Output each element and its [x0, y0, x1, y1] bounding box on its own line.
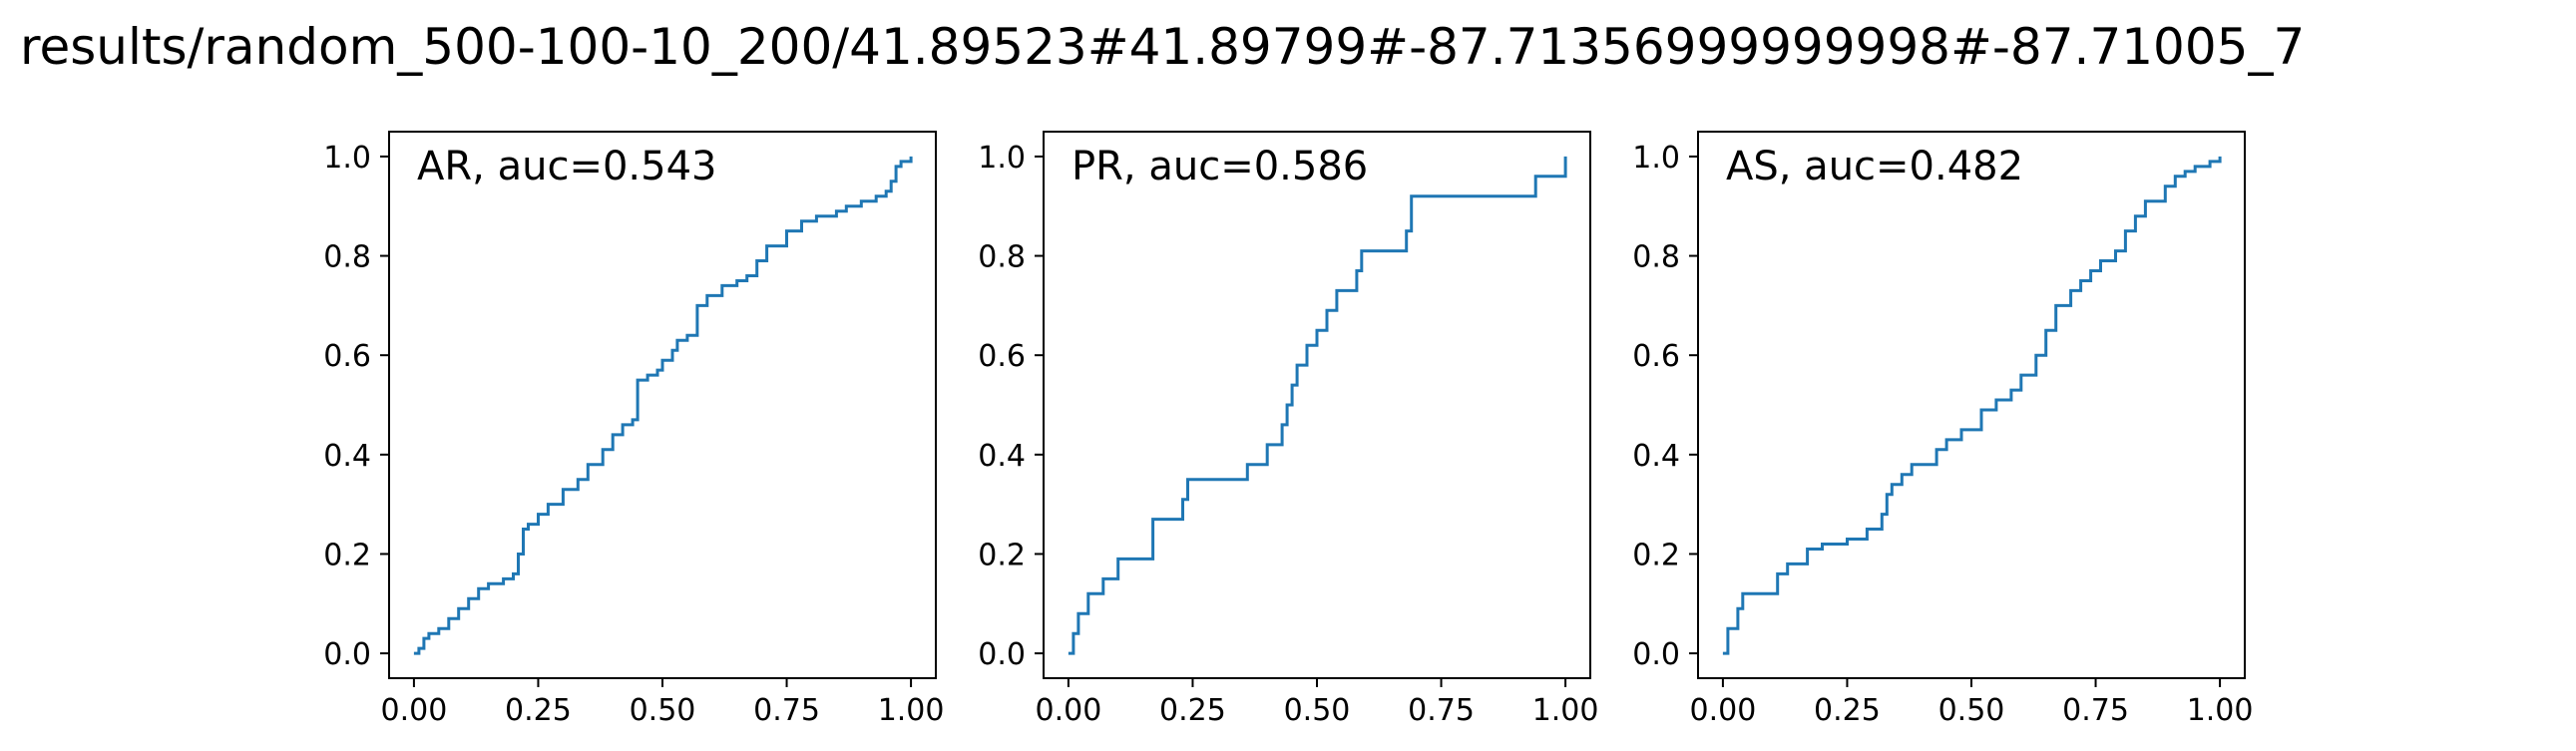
chart-panel-2: 0.00 0.25 0.50 0.75 1.00 0.0 0.2 0.4 0.6 0.8 1.0 AS…: [1632, 131, 2254, 728]
figure-title-text: results/random_500-100-10_200/41.89523#4…: [20, 18, 2306, 76]
x-tick-label: 1.00: [2187, 693, 2254, 728]
x-tick-label: 1.00: [1532, 693, 1599, 728]
axes-frame: [1043, 131, 1591, 679]
y-tick-label: 0.2: [1632, 538, 1680, 572]
y-tick-label: 1.0: [1632, 141, 1680, 176]
y-tick-label: 0.4: [323, 439, 371, 474]
y-tick-label: 0.8: [978, 240, 1026, 275]
y-tick-label: 0.0: [323, 637, 371, 672]
y-tick-label: 0.8: [1632, 240, 1680, 275]
x-tick-label: 0.75: [753, 693, 820, 728]
y-tick-label: 0.6: [1632, 339, 1680, 374]
y-tick-label: 1.0: [978, 141, 1026, 176]
y-tick-label: 0.4: [978, 439, 1026, 474]
chart-panel-1: 0.00 0.25 0.50 0.75 1.00 0.0 0.2 0.4 0.6 0.8 1.0 PR…: [978, 131, 1599, 728]
axes-frame: [1697, 131, 2246, 679]
y-tick-label: 0.0: [1632, 637, 1680, 672]
y-tick-label: 0.2: [323, 538, 371, 572]
x-tick-label: 0.50: [630, 693, 696, 728]
series-line: [1068, 156, 1567, 655]
x-tick-label: 0.00: [1036, 693, 1102, 728]
chart-panel-0: 0.00 0.25 0.50 0.75 1.00 0.0 0.2 0.4 0.6 0.8 1.0 AR…: [323, 131, 945, 728]
x-tick-label: 0.50: [1938, 693, 2005, 728]
x-tick-label: 0.75: [1408, 693, 1475, 728]
y-tick-label: 0.4: [1632, 439, 1680, 474]
y-tick-label: 0.2: [978, 538, 1026, 572]
x-tick-label: 0.25: [1159, 693, 1226, 728]
x-tick-label: 0.25: [1814, 693, 1881, 728]
series-line: [1722, 156, 2222, 655]
y-tick-label: 1.0: [323, 141, 371, 176]
panel-title: AS, auc=0.482: [1726, 144, 2023, 189]
panel-title: PR, auc=0.586: [1072, 144, 1368, 189]
x-tick-label: 1.00: [878, 693, 945, 728]
y-tick-label: 0.8: [323, 240, 371, 275]
x-tick-label: 0.00: [381, 693, 448, 728]
y-tick-label: 0.6: [323, 339, 371, 374]
series-line: [413, 156, 913, 655]
x-tick-label: 0.50: [1284, 693, 1351, 728]
axes-frame: [388, 131, 937, 679]
x-tick-label: 0.75: [2062, 693, 2129, 728]
y-tick-label: 0.6: [978, 339, 1026, 374]
x-tick-label: 0.00: [1690, 693, 1757, 728]
y-tick-label: 0.0: [978, 637, 1026, 672]
x-tick-label: 0.25: [505, 693, 572, 728]
panel-title: AR, auc=0.543: [417, 144, 716, 189]
